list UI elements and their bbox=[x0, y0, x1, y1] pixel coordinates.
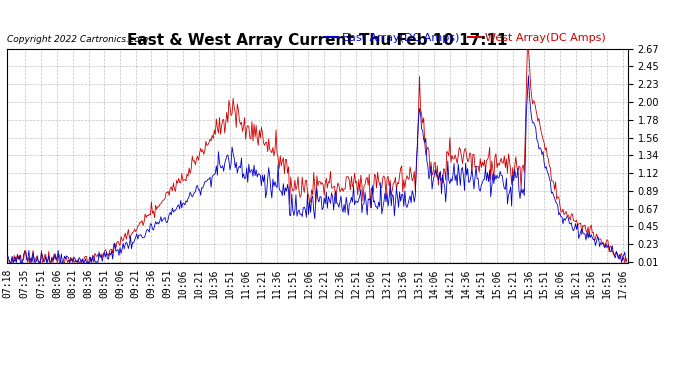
Title: East & West Array Current Thu Feb 10 17:11: East & West Array Current Thu Feb 10 17:… bbox=[127, 33, 508, 48]
Legend: East Array(DC Amps), West Array(DC Amps): East Array(DC Amps), West Array(DC Amps) bbox=[321, 28, 610, 48]
Text: Copyright 2022 Cartronics.com: Copyright 2022 Cartronics.com bbox=[7, 36, 148, 45]
